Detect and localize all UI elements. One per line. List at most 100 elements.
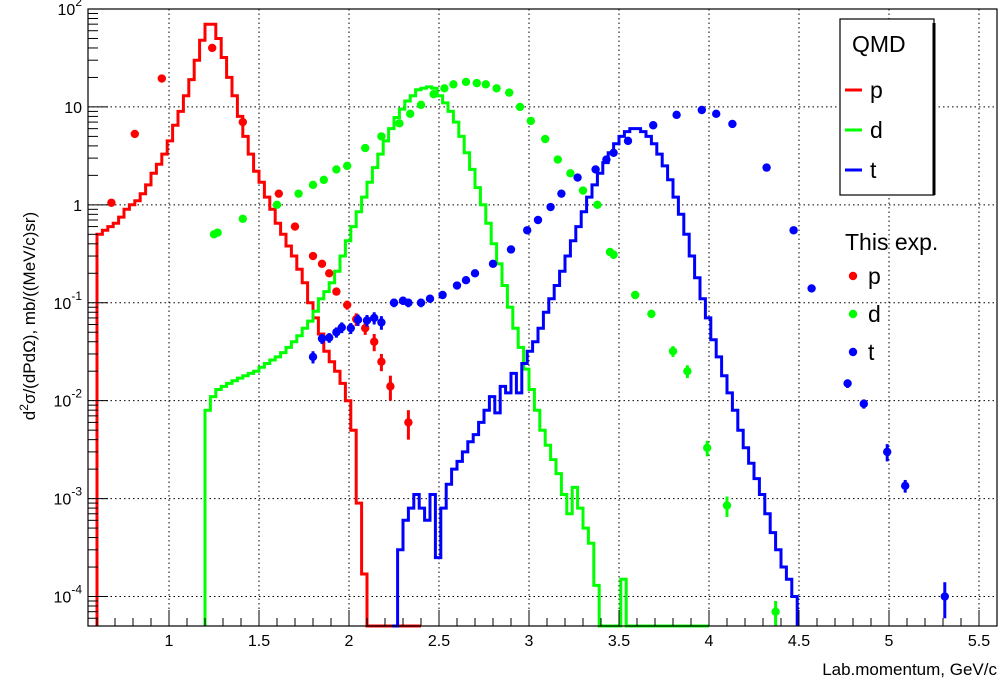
experiment-points <box>107 43 949 626</box>
legend-exp-label-t: t <box>868 339 875 365</box>
exp-point-t <box>602 155 611 164</box>
exp-point-t <box>337 323 346 332</box>
x-tick-label: 2.5 <box>428 633 450 650</box>
exp-point-d <box>541 134 550 144</box>
qmd-histogram-t <box>392 127 799 628</box>
exp-point-t <box>470 269 480 278</box>
exp-point-t <box>317 334 327 343</box>
exp-point-d <box>272 200 282 210</box>
legend-exp-marker-d <box>848 309 858 319</box>
exp-point-t <box>557 189 566 198</box>
y-axis-title: d2σ/(dPdΩ), mb/((MeV/c)sr) <box>17 212 39 420</box>
exp-point-t <box>591 165 600 174</box>
exp-point-p <box>317 259 327 268</box>
legend-qmd-title: QMD <box>852 31 906 57</box>
exp-point-t <box>362 316 372 325</box>
exp-point-t <box>346 323 355 333</box>
x-tick-label: 5 <box>885 633 894 650</box>
exp-point-t <box>859 399 868 408</box>
exp-point-t <box>807 284 816 293</box>
exp-point-p <box>343 300 352 310</box>
exp-point-d <box>553 155 562 164</box>
exp-point-p <box>377 357 386 366</box>
exp-point-d <box>722 501 732 510</box>
exp-point-t <box>506 245 516 254</box>
x-tick-label: 1 <box>165 633 174 650</box>
exp-point-p <box>332 287 341 296</box>
y-tick-label: 10-4 <box>54 583 83 607</box>
legend-exp-title: This exp. <box>845 229 938 255</box>
exp-point-t <box>901 481 910 491</box>
exp-point-t <box>843 379 852 388</box>
legend-exp-marker-t <box>848 347 858 357</box>
exp-point-d <box>361 143 370 153</box>
exp-point-t <box>370 313 379 323</box>
exp-point-d <box>377 132 386 141</box>
y-tick-label: 10-2 <box>54 387 83 411</box>
exp-point-d <box>238 214 247 224</box>
legend-qmd-label-t: t <box>870 157 877 183</box>
exp-point-p <box>290 222 300 231</box>
y-tick-label: 10-3 <box>54 485 83 509</box>
exp-point-t <box>353 315 363 324</box>
exp-point-t <box>573 173 582 182</box>
exp-point-t <box>332 328 341 337</box>
exp-point-d <box>703 443 712 453</box>
exp-point-t <box>377 318 386 327</box>
exp-point-d <box>578 186 588 195</box>
qmd-histogram-p <box>95 22 421 628</box>
exp-point-d <box>566 169 575 178</box>
x-tick-labels: 1 1.5 2 2.5 3 3.5 4 4.5 5 5.5 <box>165 633 991 650</box>
exp-point-d <box>416 100 426 110</box>
exp-point-t <box>533 215 543 225</box>
exp-point-d <box>406 109 415 119</box>
x-tick-label: 2 <box>345 633 354 650</box>
exp-point-d <box>668 347 678 356</box>
exp-point-t <box>416 298 426 307</box>
exp-point-d <box>343 161 352 171</box>
y-tick-label: 10-1 <box>54 289 83 313</box>
y-tick-label: 102 <box>58 0 83 19</box>
exp-point-d <box>515 102 525 112</box>
exp-point-d <box>332 165 341 174</box>
exp-point-d <box>308 180 318 190</box>
exp-point-p <box>238 117 247 127</box>
exp-point-p <box>208 43 217 53</box>
y-tick-labels: 10-4 10-3 10-2 10-1 1 10 102 <box>54 0 83 607</box>
y-tick-label: 10 <box>64 100 82 117</box>
exp-point-t <box>940 592 949 601</box>
exp-point-t <box>452 281 462 290</box>
exp-point-p <box>308 251 318 261</box>
legend-qmd: QMD pdt <box>839 18 936 196</box>
exp-point-d <box>440 84 449 93</box>
exp-point-p <box>325 269 334 278</box>
legend-exp-label-p: p <box>868 263 881 289</box>
exp-point-t <box>425 294 435 303</box>
exp-point-t <box>438 290 447 300</box>
exp-point-d <box>429 89 438 99</box>
exp-point-p <box>274 189 283 198</box>
x-tick-label: 4.5 <box>788 633 810 650</box>
exp-point-t <box>762 163 771 172</box>
exp-point-d <box>609 250 618 259</box>
exp-point-d <box>631 290 640 300</box>
exp-point-t <box>404 298 413 307</box>
exp-point-t <box>546 202 555 212</box>
legend-qmd-label-p: p <box>870 77 883 103</box>
exp-point-d <box>472 78 481 88</box>
exp-point-d <box>771 607 780 616</box>
legend-exp-marker-p <box>848 271 858 281</box>
exp-point-t <box>883 447 892 457</box>
exp-point-d <box>395 119 404 128</box>
exp-point-d <box>213 228 222 237</box>
exp-point-d <box>319 175 328 185</box>
exp-point-d <box>505 88 514 97</box>
y-tick-label: 1 <box>73 198 82 215</box>
exp-point-p <box>157 74 166 83</box>
exp-point-p <box>107 198 116 207</box>
legend-qmd-label-d: d <box>870 117 883 143</box>
exp-point-t <box>649 121 658 130</box>
exp-point-t <box>712 109 721 119</box>
